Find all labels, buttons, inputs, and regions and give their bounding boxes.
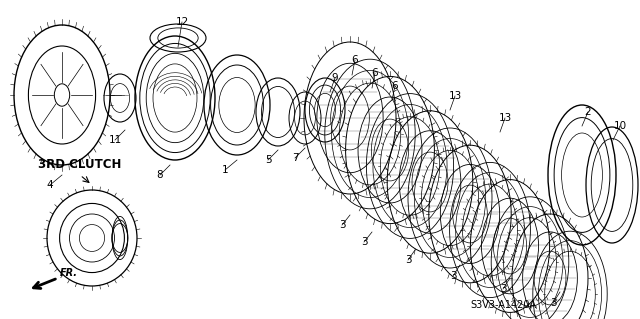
Text: 8: 8: [157, 170, 163, 180]
Text: 13: 13: [499, 113, 511, 123]
Text: 5: 5: [265, 155, 271, 165]
Text: 6: 6: [372, 68, 378, 78]
Text: 7: 7: [292, 153, 298, 163]
Text: 3: 3: [339, 220, 346, 230]
Text: 4: 4: [47, 180, 53, 190]
Text: 1: 1: [221, 165, 228, 175]
Text: 6: 6: [392, 81, 398, 91]
Text: 13: 13: [449, 91, 461, 101]
Text: 12: 12: [175, 17, 189, 27]
Text: 11: 11: [108, 135, 122, 145]
Text: 3: 3: [450, 271, 456, 281]
Text: FR.: FR.: [60, 268, 78, 278]
Text: 3: 3: [361, 237, 367, 247]
Text: 10: 10: [613, 121, 627, 131]
Text: 2: 2: [585, 107, 591, 117]
Text: 3: 3: [500, 284, 506, 294]
Text: 3RD CLUTCH: 3RD CLUTCH: [38, 159, 122, 172]
Text: 3: 3: [404, 255, 412, 265]
Text: S3V3-A1420A: S3V3-A1420A: [470, 300, 536, 310]
Text: 3: 3: [550, 298, 556, 308]
Text: 6: 6: [352, 55, 358, 65]
Text: 9: 9: [332, 73, 339, 83]
